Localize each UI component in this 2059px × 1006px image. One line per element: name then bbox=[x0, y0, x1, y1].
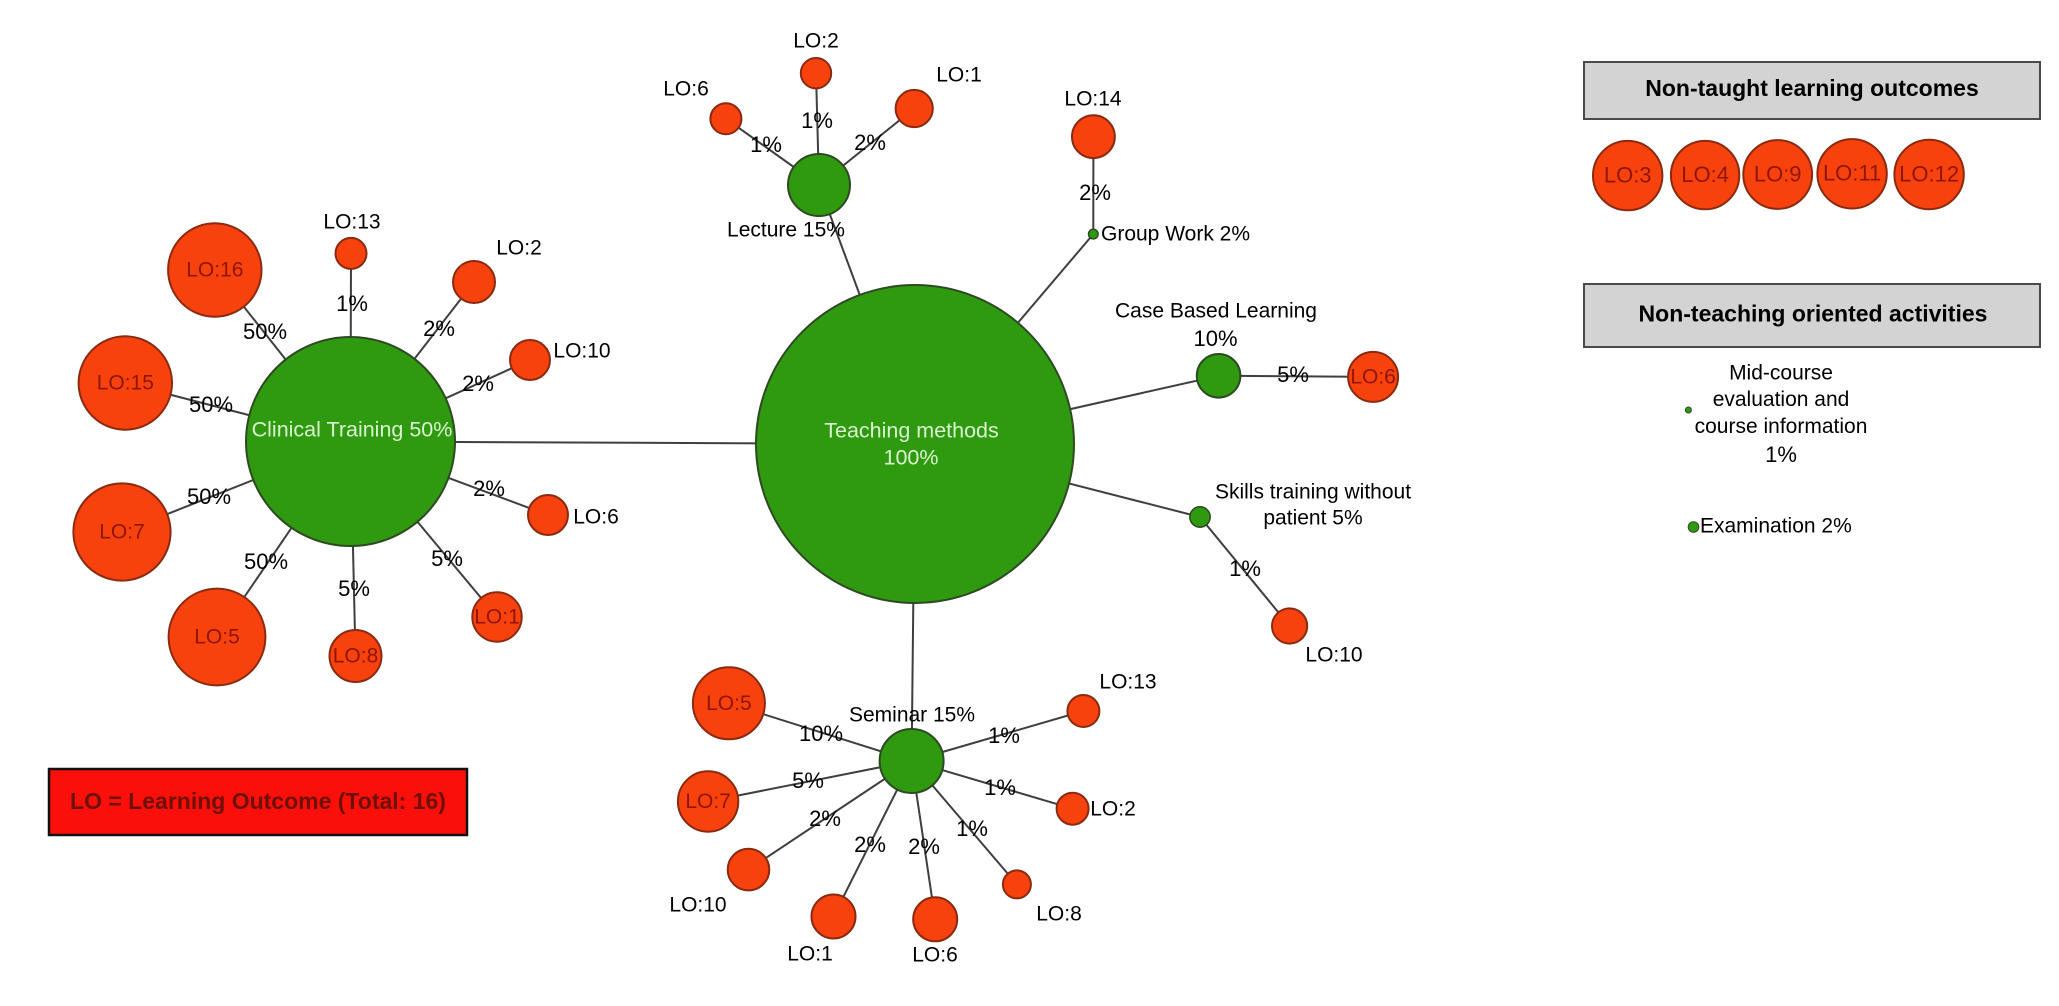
svg-text:LO:10: LO:10 bbox=[669, 894, 726, 917]
svg-text:LO:14: LO:14 bbox=[1064, 88, 1122, 111]
svg-text:LO = Learning Outcome (Total:: LO = Learning Outcome (Total: 16) bbox=[70, 788, 446, 814]
svg-text:1%: 1% bbox=[984, 775, 1016, 800]
svg-text:Mid-course: Mid-course bbox=[1729, 362, 1833, 385]
svg-text:Seminar 15%: Seminar 15% bbox=[849, 704, 975, 727]
svg-text:100%: 100% bbox=[884, 446, 939, 470]
svg-text:Skills training without: Skills training without bbox=[1215, 481, 1411, 504]
svg-text:LO:5: LO:5 bbox=[706, 692, 752, 715]
svg-text:LO:6: LO:6 bbox=[573, 506, 619, 529]
svg-text:50%: 50% bbox=[187, 484, 231, 509]
svg-text:LO:13: LO:13 bbox=[1099, 671, 1156, 694]
svg-text:LO:16: LO:16 bbox=[186, 259, 243, 282]
svg-text:evaluation and: evaluation and bbox=[1713, 388, 1850, 411]
svg-text:2%: 2% bbox=[908, 834, 940, 859]
svg-text:LO:7: LO:7 bbox=[99, 521, 145, 544]
svg-text:1%: 1% bbox=[988, 723, 1020, 748]
svg-text:1%: 1% bbox=[750, 132, 782, 157]
svg-text:LO:15: LO:15 bbox=[97, 372, 154, 395]
svg-text:5%: 5% bbox=[431, 546, 463, 571]
svg-text:2%: 2% bbox=[854, 130, 886, 155]
svg-text:2%: 2% bbox=[1079, 180, 1111, 205]
svg-text:Group Work 2%: Group Work 2% bbox=[1101, 223, 1250, 246]
svg-text:LO:7: LO:7 bbox=[685, 790, 731, 813]
svg-text:LO:10: LO:10 bbox=[1305, 644, 1362, 667]
svg-text:LO:1: LO:1 bbox=[936, 64, 982, 87]
svg-text:LO:8: LO:8 bbox=[1036, 903, 1082, 926]
svg-text:10%: 10% bbox=[799, 721, 843, 746]
svg-text:LO:9: LO:9 bbox=[1754, 161, 1802, 186]
svg-text:LO:6: LO:6 bbox=[912, 944, 958, 967]
svg-text:50%: 50% bbox=[243, 319, 287, 344]
svg-text:LO:2: LO:2 bbox=[1090, 798, 1136, 821]
svg-text:5%: 5% bbox=[1277, 362, 1309, 387]
svg-text:LO:3: LO:3 bbox=[1604, 162, 1652, 187]
svg-text:patient 5%: patient 5% bbox=[1263, 507, 1362, 530]
svg-text:LO:12: LO:12 bbox=[1899, 161, 1959, 186]
svg-text:Lecture 15%: Lecture 15% bbox=[727, 219, 845, 242]
svg-text:2%: 2% bbox=[854, 832, 886, 857]
svg-text:Non-teaching oriented activiti: Non-teaching oriented activities bbox=[1639, 301, 1988, 327]
svg-text:5%: 5% bbox=[792, 768, 824, 793]
svg-text:LO:1: LO:1 bbox=[787, 943, 833, 966]
svg-text:5%: 5% bbox=[338, 576, 370, 601]
svg-text:1%: 1% bbox=[1765, 442, 1797, 467]
svg-text:LO:8: LO:8 bbox=[333, 645, 379, 668]
svg-text:1%: 1% bbox=[801, 108, 833, 133]
svg-text:LO:5: LO:5 bbox=[194, 626, 240, 649]
svg-text:LO:10: LO:10 bbox=[553, 340, 610, 363]
svg-text:1%: 1% bbox=[1229, 556, 1261, 581]
svg-text:course information: course information bbox=[1695, 415, 1868, 438]
svg-text:Examination 2%: Examination 2% bbox=[1700, 515, 1852, 538]
svg-text:2%: 2% bbox=[473, 476, 505, 501]
svg-text:Teaching methods: Teaching methods bbox=[824, 419, 999, 443]
svg-text:LO:13: LO:13 bbox=[323, 211, 380, 234]
svg-text:2%: 2% bbox=[423, 316, 455, 341]
svg-text:2%: 2% bbox=[462, 371, 494, 396]
svg-text:LO:2: LO:2 bbox=[496, 237, 542, 260]
svg-text:LO:6: LO:6 bbox=[663, 78, 709, 101]
svg-text:Non-taught learning outcomes: Non-taught learning outcomes bbox=[1645, 75, 1979, 101]
svg-text:50%: 50% bbox=[244, 549, 288, 574]
svg-text:10%: 10% bbox=[1193, 326, 1237, 351]
svg-text:Case Based Learning: Case Based Learning bbox=[1115, 300, 1317, 323]
svg-text:LO:6: LO:6 bbox=[1350, 365, 1396, 388]
svg-text:LO:1: LO:1 bbox=[474, 606, 520, 629]
svg-text:LO:2: LO:2 bbox=[793, 30, 839, 53]
svg-text:1%: 1% bbox=[956, 816, 988, 841]
svg-text:LO:11: LO:11 bbox=[1823, 161, 1881, 186]
svg-text:2%: 2% bbox=[809, 806, 841, 831]
svg-text:50%: 50% bbox=[189, 392, 233, 417]
svg-text:1%: 1% bbox=[336, 291, 368, 316]
svg-text:Clinical Training 50%: Clinical Training 50% bbox=[252, 418, 453, 442]
svg-text:LO:4: LO:4 bbox=[1681, 162, 1729, 187]
